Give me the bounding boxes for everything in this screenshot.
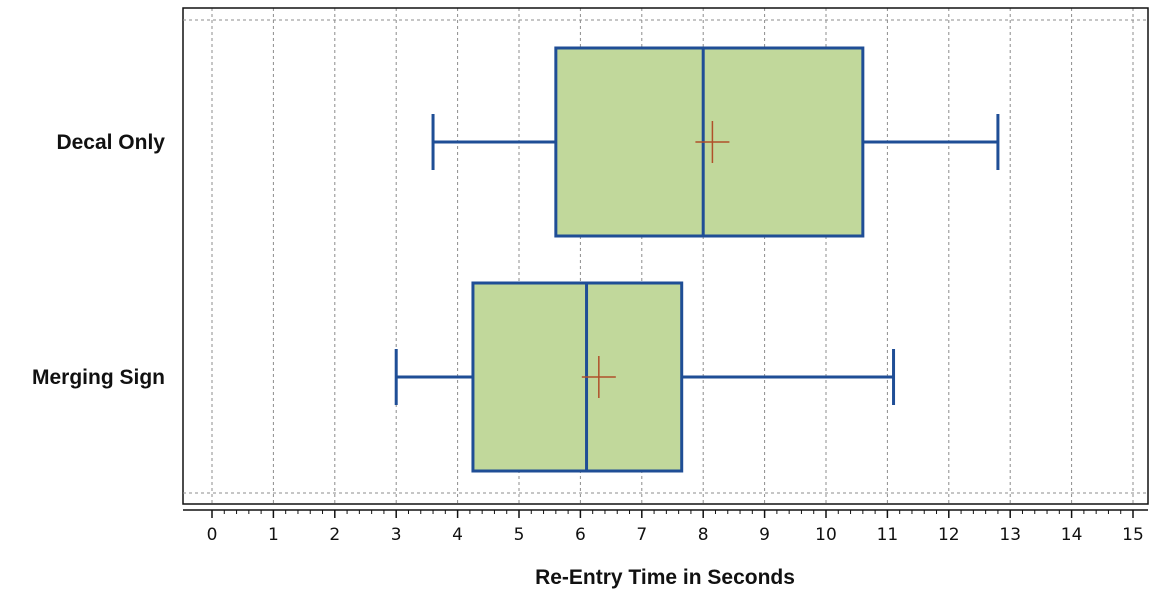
x-tick-label-4: 4 [452,525,463,545]
x-tick-label-1: 1 [268,525,279,545]
x-tick-label-3: 3 [391,525,402,545]
x-tick-label-2: 2 [329,525,340,545]
x-tick-label-15: 15 [1122,525,1144,545]
plot-frame [182,7,1149,505]
category-labels: Decal Only Merging Sign [32,131,165,389]
category-label-0: Decal Only [56,131,165,154]
box-1 [394,281,896,473]
grid-lines [211,8,1134,504]
x-tick-label-6: 6 [575,525,586,545]
x-tick-label-8: 8 [698,525,709,545]
x-tick-label-11: 11 [877,525,899,545]
x-tick-label-9: 9 [759,525,770,545]
x-axis-ticks: 0 1 2 3 4 5 6 7 8 9 10 11 12 13 14 15 [183,509,1148,545]
x-axis-title: Re-Entry Time in Seconds [535,566,795,589]
boxes [394,46,1000,473]
x-tick-label-7: 7 [636,525,647,545]
x-tick-label-10: 10 [815,525,837,545]
x-tick-label-14: 14 [1061,525,1083,545]
x-tick-label-5: 5 [514,525,525,545]
x-tick-label-12: 12 [938,525,960,545]
category-label-1: Merging Sign [32,366,165,389]
x-tick-label-13: 13 [999,525,1021,545]
box-iqr [471,281,684,473]
x-tick-label-0: 0 [207,525,218,545]
box-0 [431,46,1000,238]
